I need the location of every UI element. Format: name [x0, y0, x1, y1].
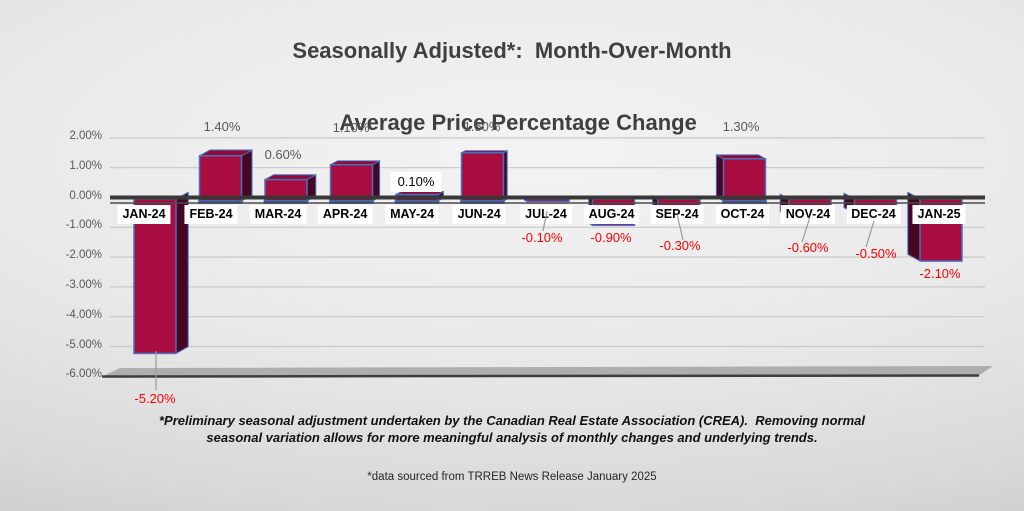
bar-APR-24 [329, 159, 381, 204]
bar-front-face [133, 198, 177, 355]
bar-JUN-24 [460, 149, 508, 204]
chart-title-line1: Seasonally Adjusted*: Month-Over-Month [292, 38, 732, 63]
value-label-MAY-24: 0.10% [390, 172, 442, 193]
value-label-JAN-25: -2.10% [919, 266, 961, 281]
value-label-OCT-24: 1.30% [722, 119, 760, 134]
value-label-NOV-24: -0.60% [787, 240, 829, 255]
bar-OCT-24 [715, 154, 767, 204]
y-tick-label: -5.00% [65, 338, 102, 351]
value-label-FEB-24: 1.40% [203, 119, 241, 134]
chart-floor-edge [101, 374, 980, 378]
value-label-SEP-24: -0.30% [659, 238, 701, 253]
y-tick-label: -2.00% [65, 249, 102, 262]
footnote-source: *data sourced from TRREB News Release Ja… [367, 471, 657, 483]
value-label-JUN-24: 1.50% [463, 119, 501, 134]
x-label-APR-24: APR-24 [317, 204, 373, 225]
x-label-MAR-24: MAR-24 [249, 204, 307, 225]
y-tick-label: 1.00% [69, 159, 102, 172]
value-label-JAN-24: -5.20% [134, 391, 176, 406]
x-label-JAN-24: JAN-24 [117, 204, 171, 225]
x-label-OCT-24: OCT-24 [715, 204, 770, 225]
y-tick-label: -4.00% [65, 308, 102, 321]
x-label-JAN-25: JAN-25 [912, 204, 966, 225]
chart-floor [102, 366, 993, 377]
y-tick-label: 2.00% [69, 129, 102, 142]
footnote-crea: *Preliminary seasonal adjustment underta… [158, 413, 869, 445]
bar-front-face [722, 158, 767, 202]
y-tick-label: -1.00% [65, 219, 102, 232]
y-tick-label: -3.00% [65, 278, 102, 291]
bar-JAN-24 [133, 191, 189, 355]
y-tick-label: 0.00% [69, 189, 102, 202]
x-label-DEC-24: DEC-24 [846, 204, 901, 225]
bar-front-face [460, 152, 505, 202]
value-label-JUL-24: -0.10% [521, 230, 563, 245]
bar-front-face [329, 163, 374, 202]
bar-front-face [198, 155, 243, 202]
x-label-SEP-24: SEP-24 [650, 204, 704, 225]
value-label-DEC-24: -0.50% [855, 246, 897, 261]
value-label-APR-24: 1.10% [332, 120, 370, 135]
x-label-AUG-24: AUG-24 [583, 204, 640, 225]
value-label-MAR-24: 0.60% [264, 147, 302, 162]
x-label-FEB-24: FEB-24 [184, 204, 238, 225]
chart-title: Seasonally Adjusted*: Month-Over-Month A… [0, 33, 1024, 141]
y-tick-label: -6.00% [65, 368, 102, 381]
x-label-MAY-24: MAY-24 [385, 204, 440, 225]
bar-FEB-24 [198, 149, 253, 204]
value-label-AUG-24: -0.90% [590, 230, 632, 245]
x-label-JUN-24: JUN-24 [452, 204, 506, 225]
x-label-NOV-24: NOV-24 [780, 204, 836, 225]
chart-title-line2: Average Price Percentage Change [339, 110, 697, 135]
x-label-JUL-24: JUL-24 [520, 204, 572, 225]
